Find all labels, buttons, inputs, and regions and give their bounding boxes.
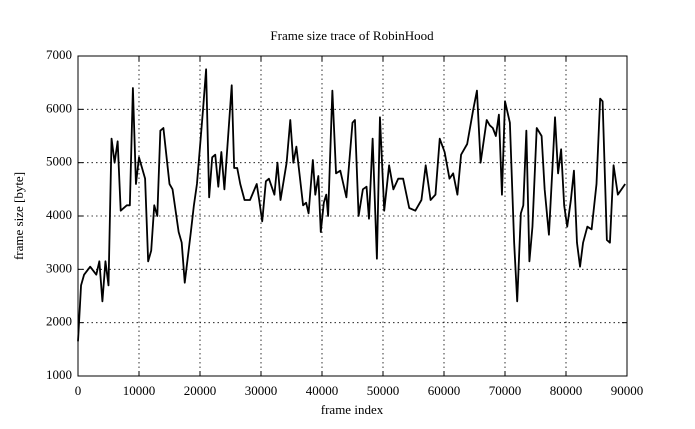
plot-frame [77, 55, 628, 377]
x-tick-label: 20000 [184, 383, 217, 398]
y-tick-label: 1000 [46, 367, 72, 382]
chart-title: Frame size trace of RobinHood [270, 28, 434, 43]
x-axis-label: frame index [321, 402, 384, 417]
x-tick-label: 40000 [306, 383, 339, 398]
x-tick-label: 60000 [428, 383, 461, 398]
x-tick-label: 30000 [245, 383, 278, 398]
y-tick-label: 6000 [46, 100, 72, 115]
x-tick-label: 80000 [550, 383, 583, 398]
x-tick-label: 0 [75, 383, 82, 398]
y-tick-label: 7000 [46, 47, 72, 62]
data-line [77, 68, 626, 342]
x-tick-label: 50000 [367, 383, 400, 398]
y-tick-label: 5000 [46, 154, 72, 169]
y-tick-label: 4000 [46, 207, 72, 222]
x-tick-label: 10000 [123, 383, 156, 398]
y-tick-label: 3000 [46, 260, 72, 275]
y-tick-label: 2000 [46, 314, 72, 329]
x-tick-label: 70000 [489, 383, 522, 398]
x-tick-label: 90000 [611, 383, 644, 398]
y-axis-label: frame size [byte] [11, 172, 26, 260]
